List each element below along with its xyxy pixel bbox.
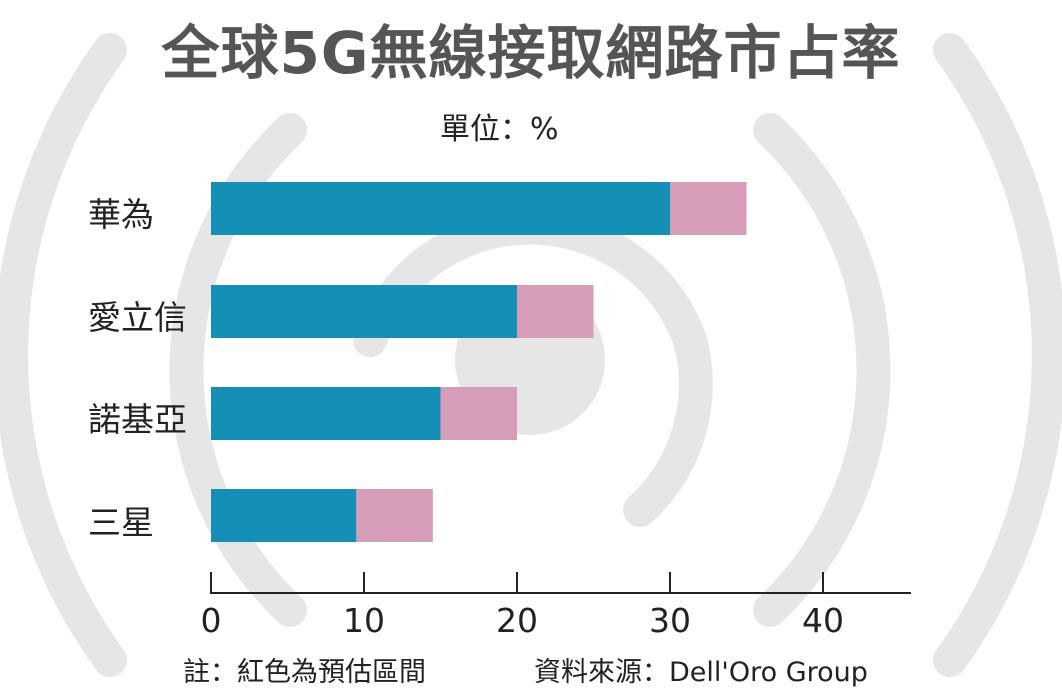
x-tick-label-10: 10 [343,601,385,640]
bar-huawei-estimate-range [670,182,747,235]
footnote: 註：紅色為預估區間 [183,657,426,688]
bar-ericsson-share [211,285,517,338]
category-label-huawei: 華為 [88,195,154,234]
category-label-nokia: 諾基亞 [88,400,187,439]
unit-label: 單位：% [440,112,559,147]
x-tick-label-30: 30 [649,601,691,640]
x-tick-label-0: 0 [201,601,222,640]
category-label-ericsson: 愛立信 [88,298,187,337]
bar-samsung-estimate-range [356,489,433,542]
bar-ericsson-estimate-range [517,285,594,338]
x-tick-label-20: 20 [496,601,538,640]
signal-arc-inner [353,210,713,527]
source-note: 資料來源：Dell'Oro Group [534,657,868,688]
chart-title: 全球5G無線接取網路市占率 [161,19,901,87]
signal-arc-outer-right [933,33,1062,677]
x-axis: 0 10 20 30 40 [201,572,911,640]
bar-huawei-share [211,182,670,235]
category-label-samsung: 三星 [88,503,154,542]
bar-nokia-estimate-range [440,387,517,440]
bars-group [211,182,747,542]
signal-arc-outer-left [0,33,127,677]
bar-samsung-share [211,489,357,542]
bar-nokia-share [211,387,441,440]
x-tick-label-40: 40 [802,601,844,640]
signal-arc-middle-right [753,113,891,627]
